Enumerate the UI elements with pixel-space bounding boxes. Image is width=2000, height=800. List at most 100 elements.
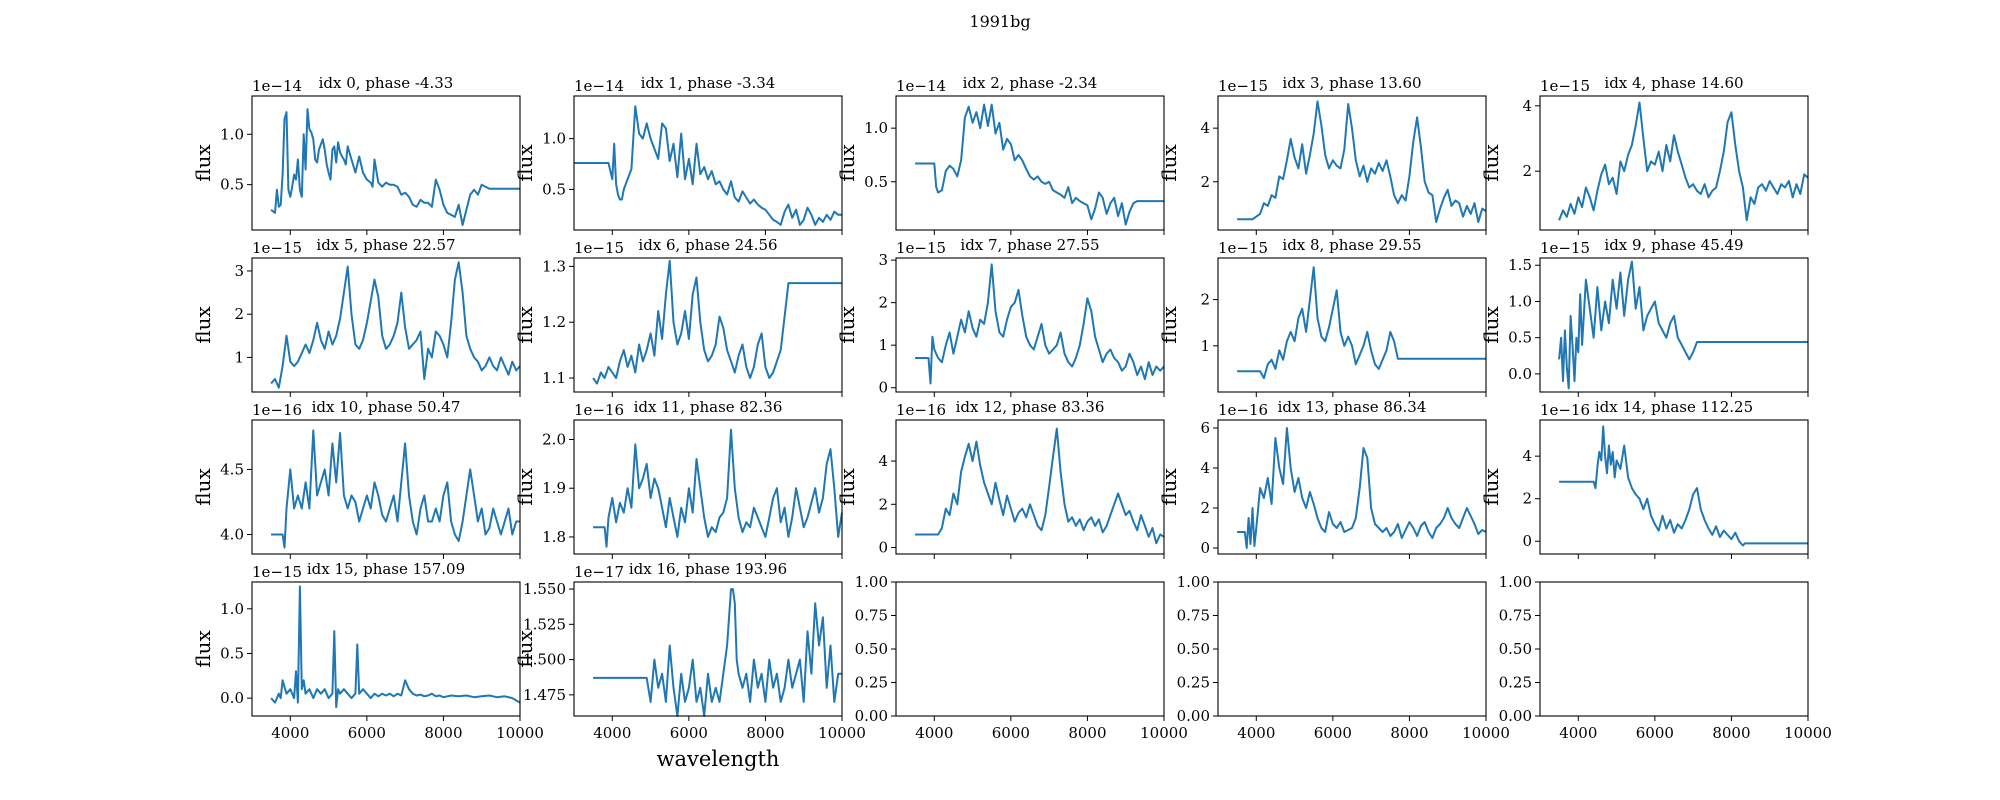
x-tick-label: 8000 [424,724,462,742]
offset-text: 1e−16 [1218,401,1268,419]
y-tick-label: 3 [234,262,244,280]
y-tick-label: 1.500 [523,651,566,669]
offset-text: 1e−15 [1218,239,1268,257]
y-tick-label: 0.5 [220,644,244,662]
y-tick-label: 1.0 [542,130,566,148]
axes-frame-0 [251,95,521,231]
y-tick-label: 0.0 [1508,365,1532,383]
y-axis-label: flux [1157,306,1181,344]
x-tick-label: 6000 [1636,724,1674,742]
y-tick-label: 0 [878,539,888,557]
y-tick-label: 4 [1522,97,1532,115]
subplot-18: 4000 6000 8000 10000 0.00 0.25 0.50 0.75 1.00 [1177,573,1510,742]
y-tick-label: 1.475 [523,686,566,704]
offset-text: 1e−15 [1540,77,1590,95]
subplot-2: 0.5 1.0 1e−14 idx 2, phase -2.34 flux [835,74,1165,235]
axes-frame-13 [1217,419,1487,555]
y-tick-label: 4.5 [220,460,244,478]
spectrum-line-0 [270,108,520,226]
spectrum-line-3 [1237,100,1487,223]
x-tick-label: 10000 [1462,724,1510,742]
subplot-title: idx 10, phase 50.47 [312,398,461,416]
subplot-6: 1.1 1.2 1.3 1e−15 idx 6, phase 24.56 flux [513,236,843,397]
y-tick-label: 0.00 [1177,707,1210,725]
y-axis-label: flux [513,630,537,668]
x-tick-label: 10000 [1140,724,1188,742]
y-tick-label: 2 [878,495,888,513]
x-tick-label: 8000 [1390,724,1428,742]
subplot-4: 2 4 1e−15 idx 4, phase 14.60 flux [1479,74,1809,235]
x-tick-label: 6000 [1314,724,1352,742]
y-tick-label: 0.50 [855,640,888,658]
axes-frame-12 [895,419,1165,555]
subplot-10: 4.0 4.5 1e−16 idx 10, phase 50.47 flux [191,398,521,559]
y-tick-label: 1.1 [542,369,566,387]
offset-text: 1e−14 [252,77,302,95]
subplot-title: idx 4, phase 14.60 [1604,74,1743,92]
subplot-11: 1.8 1.9 2.0 1e−16 idx 11, phase 82.36 flux [513,398,843,559]
axes-frame-7 [895,257,1165,393]
x-tick-label: 10000 [496,724,544,742]
x-tick-label: 6000 [670,724,708,742]
y-tick-label: 0.75 [1177,607,1210,625]
y-tick-label: 0 [1200,539,1210,557]
subplot-title: idx 11, phase 82.36 [634,398,783,416]
subplot-title: idx 5, phase 22.57 [316,236,455,254]
axes-frame-9 [1539,257,1809,393]
y-axis-label: flux [1157,144,1181,182]
y-tick-label: 4 [878,452,888,470]
subplot-3: 2 4 1e−15 idx 3, phase 13.60 flux [1157,74,1487,235]
x-tick-label: 6000 [348,724,386,742]
y-axis-label: flux [835,306,859,344]
offset-text: 1e−15 [252,563,302,581]
y-tick-label: 0.25 [1177,674,1210,692]
y-tick-label: 2 [1522,490,1532,508]
subplot-title: idx 9, phase 45.49 [1604,236,1743,254]
y-axis-label: flux [835,144,859,182]
subplot-title: idx 3, phase 13.60 [1282,74,1421,92]
subplot-title: idx 12, phase 83.36 [956,398,1105,416]
y-tick-label: 1.9 [542,479,566,497]
subplot-title: idx 0, phase -4.33 [319,74,454,92]
y-tick-label: 1.0 [864,119,888,137]
subplot-title: idx 13, phase 86.34 [1278,398,1427,416]
y-tick-label: 2 [1200,291,1210,309]
axes-frame-16 [573,581,843,717]
x-axis-label: wavelength [657,747,780,771]
x-tick-label: 8000 [1068,724,1106,742]
axes-frame-19 [1539,581,1809,717]
subplot-title: idx 16, phase 193.96 [629,560,787,578]
axes-frame-17 [895,581,1165,717]
axes-frame-2 [895,95,1165,231]
spectrum-line-16 [593,588,842,717]
spectrum-line-15 [270,585,521,709]
y-axis-label: flux [835,468,859,506]
x-tick-label: 6000 [992,724,1030,742]
offset-text: 1e−16 [574,401,624,419]
subplot-17: 4000 6000 8000 10000 0.00 0.25 0.50 0.75 1.00 [855,573,1188,742]
spectrum-line-10 [271,429,520,549]
y-tick-label: 1.00 [1499,573,1532,591]
y-tick-label: 1.2 [542,313,566,331]
offset-text: 1e−16 [252,401,302,419]
offset-text: 1e−16 [896,401,946,419]
subplot-title: idx 6, phase 24.56 [638,236,777,254]
axes-frame-11 [573,419,843,555]
axes-frame-15 [251,581,521,717]
subplot-15: 4000 6000 8000 10000 0.0 0.5 1.0 1e−15 idx 15, p… [191,560,544,742]
offset-text: 1e−16 [1540,401,1590,419]
y-tick-label: 0.25 [1499,674,1532,692]
spectrum-line-2 [915,103,1164,226]
spectrum-line-9 [1558,260,1808,390]
offset-text: 1e−15 [1540,239,1590,257]
spectrum-line-8 [1237,266,1486,380]
y-tick-label: 1 [1200,337,1210,355]
y-axis-label: flux [1479,468,1503,506]
spectrum-line-6 [592,259,842,385]
y-tick-label: 0.00 [1499,707,1532,725]
y-tick-label: 1.3 [542,257,566,275]
x-tick-label: 10000 [1784,724,1832,742]
subplot-title: idx 2, phase -2.34 [963,74,1098,92]
y-axis-label: flux [191,306,215,344]
subplot-title: idx 15, phase 157.09 [307,560,465,578]
